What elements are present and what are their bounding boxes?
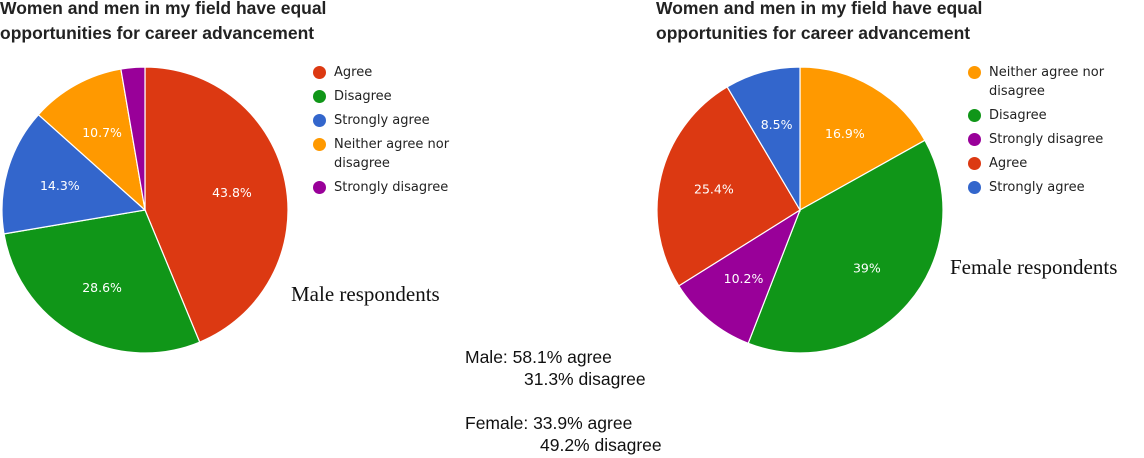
legend-swatch (968, 157, 981, 170)
pie-slice-agree (144, 66, 289, 343)
slice-data-label: 8.5% (761, 117, 793, 132)
slice-data-label: 25.4% (694, 182, 734, 197)
chart-title-line: Women and men in my field have equal (0, 0, 327, 18)
legend-label: Strongly agree (989, 180, 1085, 195)
chart-title-female: Women and men in my field have equal opp… (656, 0, 982, 46)
legend-label: Neither agree nor disagree (334, 137, 450, 171)
legend-label: Disagree (989, 108, 1047, 123)
slice-data-label: 16.9% (825, 126, 865, 141)
pie-slice-disagree (3, 209, 201, 354)
slice-data-label: 10.2% (724, 271, 764, 286)
summary-female-agree: Female: 33.9% agree (465, 413, 633, 433)
legend-item: Disagree (313, 87, 484, 106)
pie-female: 16.9% 39% 10.2% 25.4% 8.5% (656, 66, 944, 354)
subtitle-male: Male respondents (291, 282, 440, 306)
pie-slice-neither-agree-nor-disagree (37, 68, 146, 212)
slice-data-label: 10.7% (82, 125, 122, 140)
chart-title-line: opportunities for career advancement (656, 23, 971, 43)
legend-female: Neither agree nor disagree Disagree Stro… (968, 63, 1139, 202)
pie-slice-strongly-disagree (120, 66, 146, 211)
chart-title-line: Women and men in my field have equal (656, 0, 983, 18)
legend-item: Neither agree nor disagree (313, 135, 484, 173)
summary-male-disagree: 31.3% disagree (524, 369, 646, 389)
pie-slice-strongly-agree (726, 66, 801, 213)
legend-swatch (968, 109, 981, 122)
legend-swatch (313, 66, 326, 79)
legend-swatch (968, 133, 981, 146)
legend-swatch (313, 114, 326, 127)
pie-male: 43.8% 28.6% 14.3% 10.7% (1, 66, 289, 354)
pie-slice-strongly-agree (1, 113, 147, 235)
summary-male-agree: Male: 58.1% agree (465, 347, 612, 367)
slice-data-label: 43.8% (212, 185, 252, 200)
slice-data-label: 39% (853, 261, 881, 276)
legend-label: Strongly disagree (334, 180, 449, 195)
chart-title-line: opportunities for career advancement (0, 23, 315, 43)
legend-item: Strongly agree (313, 111, 484, 130)
legend-male: Agree Disagree Strongly agree Neither ag… (313, 63, 484, 202)
legend-label: Strongly disagree (989, 132, 1104, 147)
chart-title-male: Women and men in my field have equal opp… (0, 0, 326, 46)
legend-swatch (968, 66, 981, 79)
legend-item: Agree (968, 154, 1139, 173)
legend-label: Strongly agree (334, 113, 430, 128)
summary-male: Male: 58.1% agree 31.3% disagree (465, 346, 646, 390)
legend-swatch (313, 181, 326, 194)
subtitle-female: Female respondents (950, 255, 1118, 279)
summary-female-disagree: 49.2% disagree (540, 435, 662, 455)
legend-item: Agree (313, 63, 484, 82)
legend-label: Agree (334, 65, 373, 80)
legend-swatch (968, 181, 981, 194)
pie-slice-disagree (747, 139, 944, 354)
legend-item: Strongly disagree (313, 178, 484, 197)
pie-slice-agree (656, 86, 801, 287)
legend-label: Disagree (334, 89, 392, 104)
legend-item: Strongly disagree (968, 130, 1139, 149)
pie-slice-neither-agree-nor-disagree (799, 66, 926, 212)
legend-item: Strongly agree (968, 178, 1139, 197)
legend-label: Agree (989, 156, 1028, 171)
summary-female: Female: 33.9% agree 49.2% disagree (465, 412, 662, 456)
legend-item: Disagree (968, 106, 1139, 125)
legend-item: Neither agree nor disagree (968, 63, 1139, 101)
legend-label: Neither agree nor disagree (989, 65, 1105, 99)
legend-swatch (313, 138, 326, 151)
slice-data-label: 14.3% (40, 178, 80, 193)
legend-swatch (313, 90, 326, 103)
pie-slice-strongly-disagree (677, 208, 802, 345)
slice-data-label: 28.6% (82, 280, 122, 295)
